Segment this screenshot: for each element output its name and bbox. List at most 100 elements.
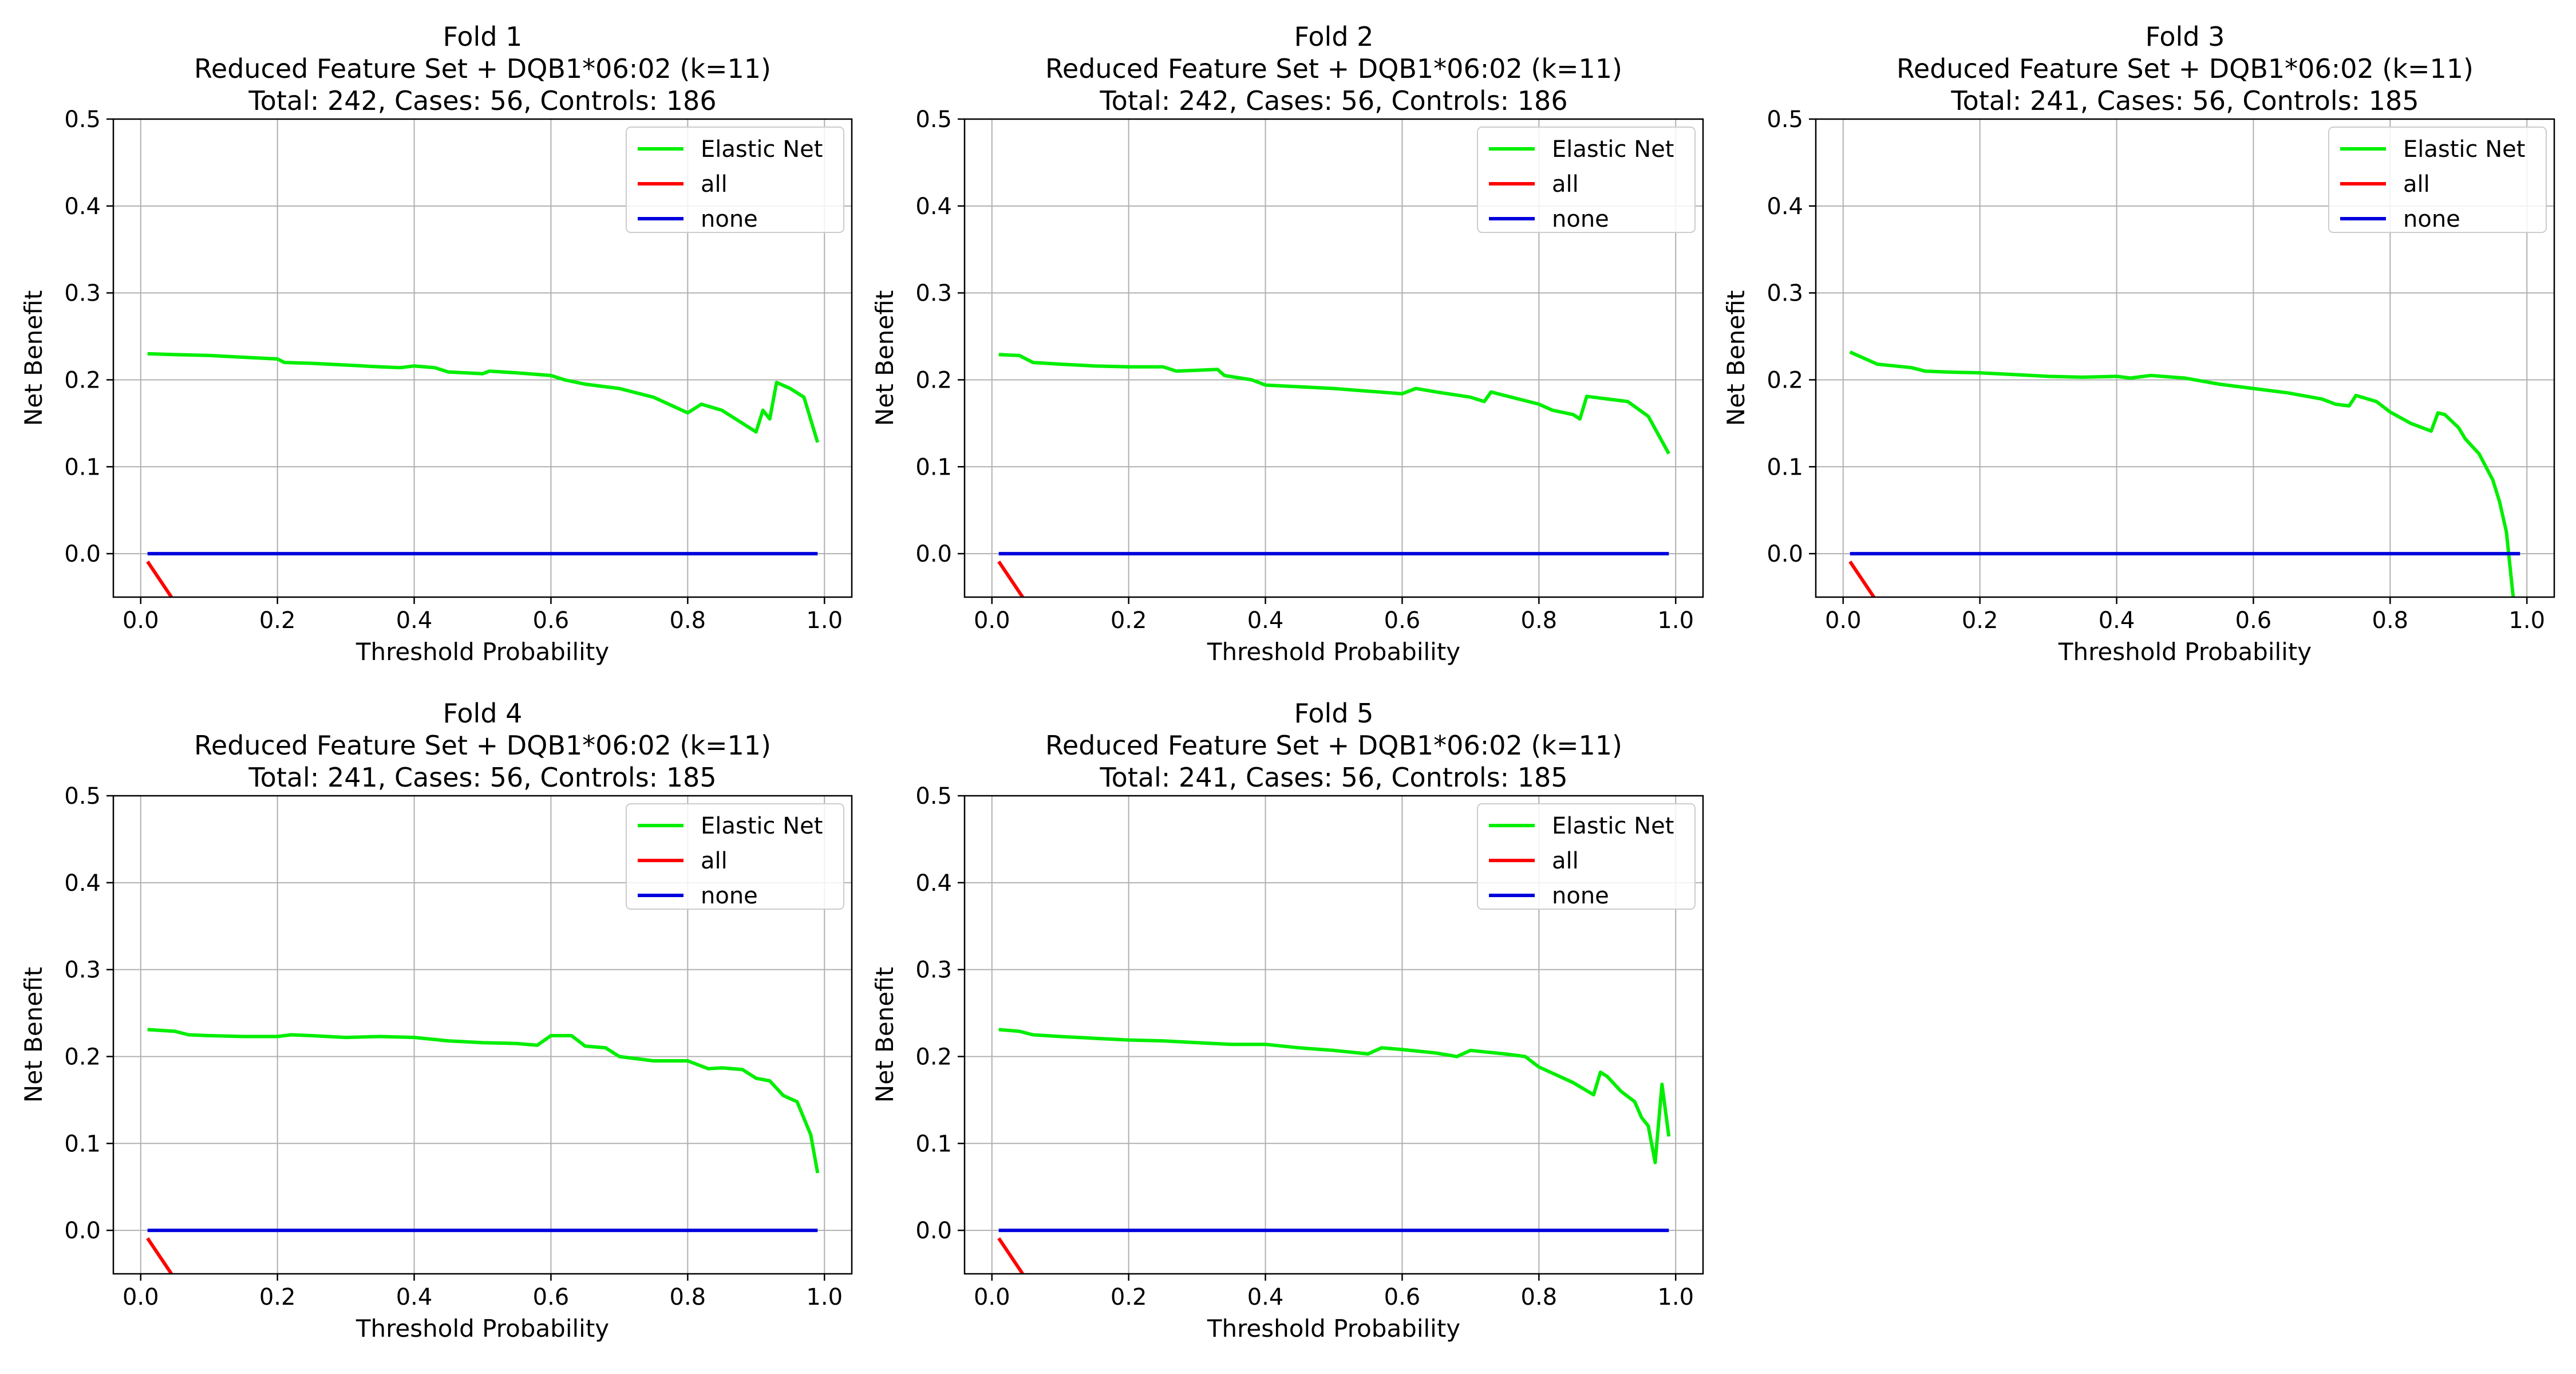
chart-subtitle: Reduced Feature Set + DQB1*06:02 (k=11) <box>1045 53 1622 84</box>
legend-box <box>2328 127 2547 233</box>
chart-subtitle: Reduced Feature Set + DQB1*06:02 (k=11) <box>194 53 771 84</box>
y-tick-label: 0.3 <box>64 281 101 307</box>
x-tick-label: 1.0 <box>1657 607 1694 634</box>
y-tick-label: 0.3 <box>915 281 952 307</box>
x-tick-label: 1.0 <box>1657 1284 1694 1310</box>
x-tick-label: 0.6 <box>2235 607 2272 634</box>
y-tick-label: 0.4 <box>915 194 952 220</box>
x-axis-label: Threshold Probability <box>1207 1314 1460 1343</box>
chart-subtitle: Reduced Feature Set + DQB1*06:02 (k=11) <box>1897 53 2474 84</box>
x-tick-label: 0.4 <box>2099 607 2135 634</box>
axes-frame <box>963 118 1704 598</box>
chart-summary: Total: 241, Cases: 56, Controls: 185 <box>1099 762 1567 793</box>
legend-label: Elastic Net <box>701 136 823 163</box>
legend-label: all <box>1552 171 1579 198</box>
y-tick-label: 0.2 <box>1767 367 1803 393</box>
x-tick-label: 0.2 <box>1962 607 1998 634</box>
x-tick-label: 0.2 <box>259 1284 296 1310</box>
legend: Elastic Net all none <box>626 803 844 910</box>
x-tick-label: 0.4 <box>1247 1284 1284 1310</box>
y-axis-label: Net Benefit <box>871 290 899 426</box>
x-tick-label: 0.8 <box>670 607 706 634</box>
x-tick-label: 0.6 <box>1384 607 1421 634</box>
x-axis-label: Threshold Probability <box>355 638 609 666</box>
x-tick-label: 0.0 <box>974 607 1010 634</box>
x-tick-label: 0.4 <box>1247 607 1284 634</box>
axes-frame <box>112 795 853 1275</box>
x-tick-label: 0.2 <box>1111 1284 1147 1310</box>
series-line-all <box>997 1237 1024 1274</box>
x-axis-label: Threshold Probability <box>355 1314 609 1343</box>
legend: Elastic Net all none <box>1477 127 1696 233</box>
series-line-elastic-net <box>998 1028 1671 1164</box>
y-axis-label: Net Benefit <box>19 290 48 426</box>
x-axis-label: Threshold Probability <box>2058 638 2312 666</box>
y-tick-label: 0.5 <box>915 106 952 133</box>
y-tick-label: 0.3 <box>915 957 952 984</box>
x-tick-label: 0.0 <box>974 1284 1010 1310</box>
chart-title: Fold 2 <box>1294 21 1374 52</box>
x-axis-label: Threshold Probability <box>1207 638 1460 666</box>
chart-subtitle: Reduced Feature Set + DQB1*06:02 (k=11) <box>194 730 771 761</box>
y-tick-label: 0.0 <box>64 1218 101 1244</box>
y-tick-label: 0.4 <box>64 194 101 220</box>
y-tick-label: 0.1 <box>915 1131 952 1157</box>
x-tick-label: 0.0 <box>123 607 159 634</box>
legend-label: Elastic Net <box>1552 136 1674 163</box>
x-tick-label: 0.8 <box>1521 607 1558 634</box>
series-line-elastic-net <box>147 1028 820 1174</box>
chart-summary: Total: 242, Cases: 56, Controls: 186 <box>248 85 716 116</box>
x-tick-label: 0.6 <box>1384 1284 1421 1310</box>
y-tick-label: 0.0 <box>915 541 952 567</box>
x-tick-label: 0.0 <box>123 1284 159 1310</box>
y-tick-label: 0.3 <box>64 957 101 984</box>
x-tick-label: 1.0 <box>806 1284 843 1310</box>
y-tick-label: 0.0 <box>1767 541 1803 567</box>
y-axis-label: Net Benefit <box>19 967 48 1103</box>
legend-label: none <box>701 206 758 232</box>
legend-label: none <box>701 883 758 909</box>
series-line-all <box>146 1237 173 1274</box>
legend: Elastic Net all none <box>2328 127 2547 233</box>
series-line-all <box>1848 560 1875 597</box>
axes-frame <box>1815 118 2555 598</box>
legend-label: Elastic Net <box>701 813 823 839</box>
x-tick-label: 1.0 <box>2508 607 2545 634</box>
series-line-all <box>997 560 1024 597</box>
legend-box <box>1477 803 1696 910</box>
y-tick-label: 0.4 <box>915 870 952 897</box>
y-tick-label: 0.5 <box>64 106 101 133</box>
axes-frame <box>112 118 853 598</box>
y-tick-label: 0.3 <box>1767 281 1803 307</box>
chart-title: Fold 1 <box>443 21 523 52</box>
y-tick-label: 0.2 <box>64 1044 101 1070</box>
legend-label: none <box>1552 883 1609 909</box>
y-tick-label: 0.2 <box>64 367 101 393</box>
chart-title: Fold 4 <box>443 698 523 729</box>
y-axis-label: Net Benefit <box>871 967 899 1103</box>
y-tick-label: 0.1 <box>915 454 952 480</box>
y-tick-label: 0.5 <box>1767 106 1803 133</box>
chart-summary: Total: 241, Cases: 56, Controls: 185 <box>248 762 716 793</box>
x-tick-label: 0.4 <box>396 607 433 634</box>
x-tick-label: 0.6 <box>533 1284 570 1310</box>
legend-label: all <box>1552 848 1579 874</box>
legend-label: Elastic Net <box>2403 136 2525 163</box>
x-tick-label: 1.0 <box>806 607 843 634</box>
legend-label: none <box>1552 206 1609 232</box>
y-tick-label: 0.5 <box>64 783 101 810</box>
legend-box <box>626 803 844 910</box>
chart-subtitle: Reduced Feature Set + DQB1*06:02 (k=11) <box>1045 730 1622 761</box>
y-tick-label: 0.0 <box>64 541 101 567</box>
series-line-elastic-net <box>998 353 1670 455</box>
chart-title: Fold 5 <box>1294 698 1374 729</box>
series-line-elastic-net <box>1849 350 2515 597</box>
chart-title: Fold 3 <box>2146 21 2225 52</box>
legend-label: none <box>2403 206 2460 232</box>
axes-frame <box>963 795 1704 1275</box>
